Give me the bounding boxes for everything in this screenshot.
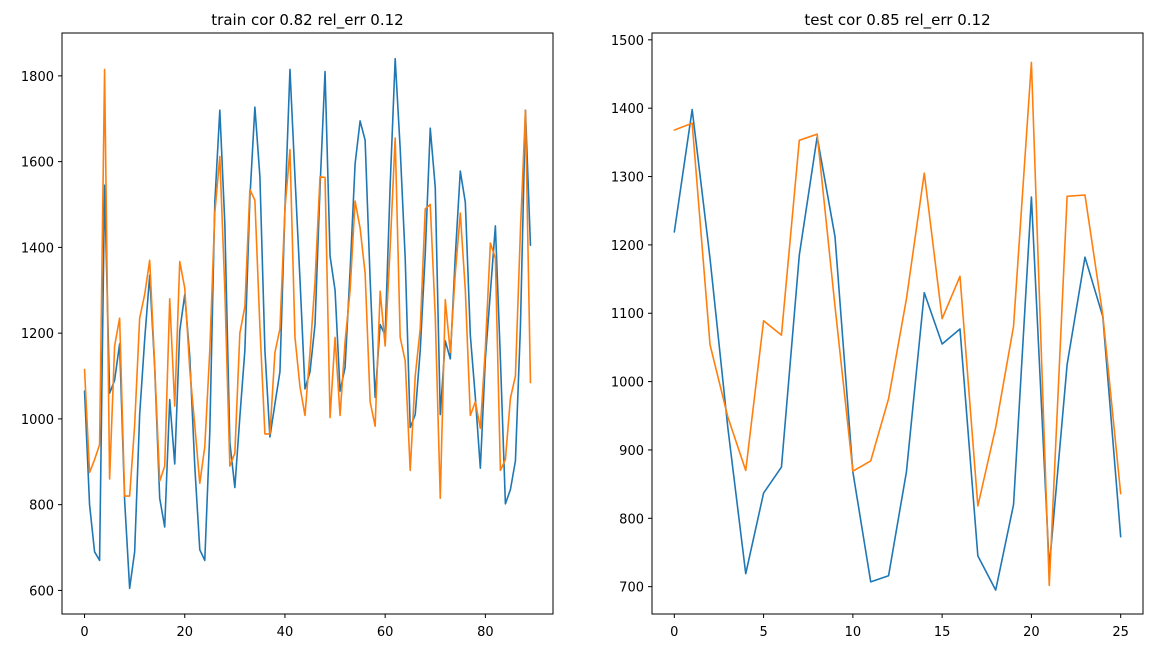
test-y-tick-label: 900	[619, 444, 644, 459]
train-x-tick-label: 40	[277, 625, 294, 640]
test-x-tick-label: 15	[934, 625, 951, 640]
test-series-line-1	[673, 61, 1122, 587]
train-y-tick-label: 1800	[21, 70, 54, 85]
train-y-tick-label: 1400	[21, 241, 54, 256]
train-y-tick-label: 600	[29, 584, 54, 599]
train-x-tick-label: 60	[377, 625, 394, 640]
train-y-tick-label: 800	[29, 499, 54, 514]
test-y-tick-label: 700	[619, 581, 644, 596]
train-x-tick-label: 20	[176, 625, 193, 640]
test-y-tick-label: 1400	[611, 102, 644, 117]
train-axes-frame	[61, 32, 554, 615]
test-y-tick-label: 1500	[611, 34, 644, 49]
train-y-tick-label: 1200	[21, 327, 54, 342]
train-chart-title: train cor 0.82 rel_err 0.12	[211, 11, 403, 30]
test-y-tick-label: 1100	[611, 307, 644, 322]
test-x-tick-label: 25	[1112, 625, 1129, 640]
train-chart: train cor 0.82 rel_err 0.12 0 20 40 60 80 600…	[21, 11, 554, 640]
test-x-tick-label: 10	[845, 625, 862, 640]
train-series-line-1	[83, 68, 532, 500]
train-y-tick-label: 1000	[21, 413, 54, 428]
test-chart: test cor 0.85 rel_err 0.12 0 5 10 15 20 25 700…	[611, 11, 1144, 640]
test-chart-title: test cor 0.85 rel_err 0.12	[804, 11, 990, 30]
test-x-tick-label: 0	[670, 625, 678, 640]
train-y-tick-label: 1600	[21, 156, 54, 171]
test-y-tick-label: 1000	[611, 376, 644, 391]
train-series-line-0	[83, 57, 532, 590]
train-x-tick-label: 80	[477, 625, 494, 640]
test-axes-frame	[651, 32, 1144, 615]
test-y-tick-label: 800	[619, 512, 644, 527]
test-x-tick-label: 5	[759, 625, 767, 640]
test-x-tick-label: 20	[1023, 625, 1040, 640]
train-x-tick-label: 0	[80, 625, 88, 640]
test-y-tick-label: 1200	[611, 239, 644, 254]
test-y-tick-label: 1300	[611, 171, 644, 186]
